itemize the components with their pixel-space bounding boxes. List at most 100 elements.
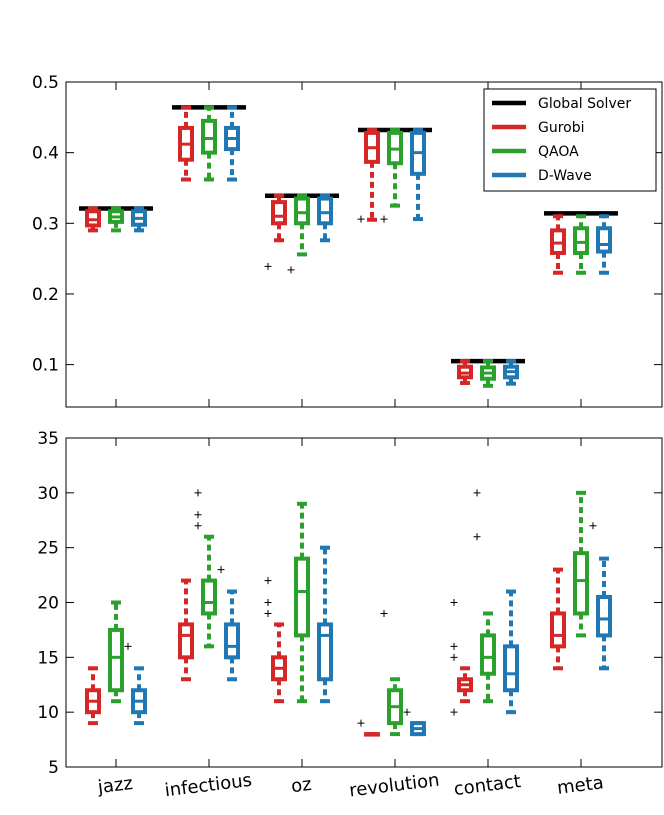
box-d-wave-revolution [403,708,426,737]
outlier-marker [357,719,365,727]
y-tick-label: 35 [37,429,59,449]
x-category-label-meta: meta [556,772,605,799]
box-d-wave-oz [317,193,333,243]
box-gurobi-infectious [178,578,194,682]
outlier-marker [450,599,458,606]
box-d-wave-contact [503,359,519,386]
box-body [596,226,612,254]
box-gurobi-oz [264,577,287,704]
box-body [550,611,566,649]
legend-label-d-wave: D-Wave [538,168,592,184]
box-qaoa-revolution [380,128,403,223]
box-qaoa-infectious [194,489,217,649]
x-category-label-oz: oz [290,774,313,797]
box-body [317,622,333,682]
box-gurobi-revolution [357,128,380,223]
box-body [178,622,194,660]
y-tick-label: 30 [37,484,59,504]
box-body [271,200,287,226]
box-d-wave-oz [317,545,333,704]
plot-frame [65,437,663,768]
box-qaoa-meta [573,490,589,638]
outlier-marker [357,215,365,223]
box-qaoa-oz [287,193,310,274]
box-body [573,551,589,616]
plot-frame [65,81,663,408]
outlier-marker [380,215,388,223]
box-d-wave-jazz [131,206,147,233]
box-d-wave-infectious [217,566,240,682]
outlier-marker [264,262,272,270]
outlier-marker [194,522,202,530]
box-body [480,633,496,676]
box-gurobi-revolution [357,719,380,737]
box-d-wave-jazz [124,642,147,726]
box-qaoa-jazz [108,600,124,704]
y-tick-label: 25 [37,539,59,559]
top-panel-global-optimum-ratio: 0.1 0.2 0.3 0.4 0.5 [32,73,663,408]
y-tick-label: 15 [37,648,59,668]
y-tick-label: 0.2 [32,285,59,305]
box-gurobi-oz [264,193,287,270]
outlier-marker [450,708,458,716]
box-body [201,578,217,616]
box-body [573,226,589,255]
x-category-label-revolution: revolution [348,770,441,802]
y-tick-label: 0.5 [32,73,59,93]
x-category-label-infectious: infectious [164,770,253,802]
y-tick-label: 0.1 [32,356,59,376]
outlier-marker [450,642,458,650]
legend-label-qaoa: QAOA [538,144,579,160]
legend-label-global-solver: Global Solver [538,96,631,112]
outlier-marker [194,489,202,497]
x-category-label-jazz: jazz [96,773,134,798]
box-body [294,196,310,226]
box-qaoa-revolution [380,609,403,737]
box-gurobi-contact [457,359,473,385]
outlier-marker [473,489,481,497]
box-qaoa-meta [573,214,589,275]
x-category-label-contact: contact [453,771,522,800]
box-gurobi-jazz [85,206,101,233]
outlier-marker [450,653,458,661]
legend-label-gurobi: Gurobi [538,120,585,136]
y-tick-label: 0.4 [32,144,59,164]
box-gurobi-contact [450,599,473,716]
legend: Global Solver Gurobi QAOA D-Wave [483,88,657,192]
box-gurobi-jazz [85,666,101,726]
outlier-marker [217,566,225,574]
y-tick-label: 0.3 [32,214,59,234]
outlier-marker [194,511,202,519]
outlier-marker [264,599,272,606]
y-tick-label: 20 [37,594,59,614]
box-gurobi-meta [550,214,566,275]
outlier-marker [473,533,481,541]
box-gurobi-infectious [178,105,194,182]
box-body [201,118,217,155]
outlier-marker [287,266,295,274]
box-d-wave-infectious [224,105,240,182]
outlier-marker [124,642,132,650]
box-qaoa-oz [294,501,310,704]
box-body [503,644,519,693]
box-d-wave-meta [596,214,612,275]
box-qaoa-contact [480,359,496,388]
outlier-marker [264,609,272,617]
box-d-wave-meta [589,522,612,671]
box-qaoa-infectious [201,105,217,182]
box-body [317,196,333,226]
box-body [596,595,612,638]
outlier-marker [589,522,597,530]
box-body [224,622,240,660]
y-tick-label: 10 [37,703,59,723]
box-qaoa-jazz [108,206,124,233]
box-d-wave-contact [503,589,519,715]
box-d-wave-revolution [410,128,426,222]
bottom-panel-cost-values: 5 10 15 20 25 30 35 jazz infectious oz revolution c… [37,429,663,802]
box-qaoa-contact [473,489,496,704]
outlier-marker [403,708,411,716]
box-gurobi-meta [550,567,566,671]
box-body [108,627,124,693]
outlier-marker [380,609,388,617]
